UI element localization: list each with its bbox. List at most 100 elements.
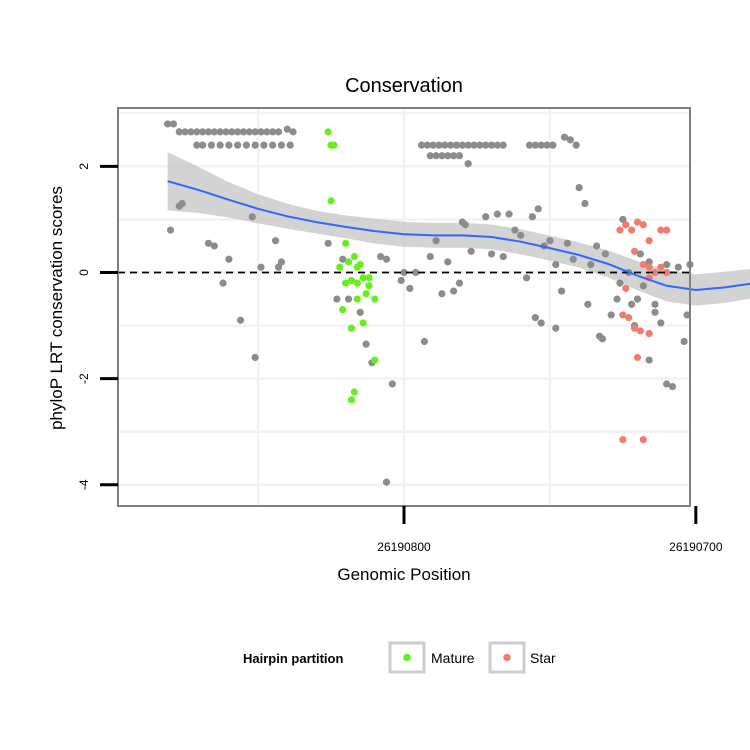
other-data-point [636,250,644,258]
other-data-point [651,300,659,308]
star-data-point [628,226,636,234]
star-data-point [633,353,642,362]
other-data-point [487,250,496,258]
other-data-point [552,324,560,332]
other-data-point [283,125,291,133]
other-data-point [257,263,265,271]
star-data-point [657,226,665,234]
other-data-point [277,141,286,149]
star-data-point [622,284,630,293]
legend: Hairpin partition Mature Star [243,641,556,674]
other-data-point [651,308,659,316]
other-data-point [274,128,283,136]
other-data-point [575,184,583,192]
other-data-point [260,141,268,149]
other-data-point [549,141,557,149]
other-data-point [412,268,420,277]
other-data-point [447,141,455,149]
other-data-point [493,210,501,218]
other-data-point [552,260,560,269]
other-data-point [607,311,615,319]
other-data-point [269,141,277,149]
other-data-point [234,141,242,149]
other-data-point [222,128,230,136]
other-data-point [210,128,218,136]
other-data-point [663,380,671,388]
other-data-point [277,258,286,266]
other-data-point [225,255,233,263]
other-data-point [435,141,443,149]
other-data-point [476,141,484,149]
other-data-point [257,128,265,136]
other-data-point [441,141,449,149]
other-data-point [598,335,607,343]
mature-data-point [350,252,358,261]
mature-data-point [359,319,367,327]
other-data-point [193,141,201,149]
star-data-point [619,436,627,444]
other-data-point [531,141,539,149]
confidence-ribbon [167,152,750,306]
mature-data-point [327,197,335,205]
other-data-point [193,128,201,136]
other-data-point [450,152,458,160]
other-data-point [164,120,172,128]
other-data-point [645,258,653,266]
other-data-point [450,287,458,295]
other-data-point [251,353,259,362]
other-data-point [377,252,385,261]
other-data-point [388,380,396,388]
legend-mature-swatch [403,653,411,662]
other-data-point [628,300,636,308]
other-data-point [438,152,446,160]
other-data-point [511,226,519,234]
other-data-point [225,141,233,149]
other-data-point [543,141,551,149]
other-data-point [499,141,507,149]
other-data-point [587,260,595,269]
star-data-point [619,311,627,319]
other-data-point [406,284,414,293]
other-data-point [432,237,440,245]
other-data-point [499,252,507,261]
other-data-point [645,356,653,364]
y-tick-label: -4 [77,479,91,490]
other-data-point [234,128,242,136]
y-axis: 2 0 -2 -4 [77,163,118,490]
y-tick-label: 2 [77,163,91,170]
mature-data-point [359,274,367,282]
other-data-point [362,340,370,348]
other-data-point [438,290,446,298]
other-data-point [470,141,478,149]
other-data-point [455,152,464,160]
star-data-point [630,324,639,332]
x-tick-label: 26190800 [377,540,431,554]
x-axis-title: Genomic Position [337,565,470,584]
other-data-point [286,141,294,149]
other-data-point [181,128,189,136]
mature-data-point [365,282,373,290]
other-data-point [169,120,178,128]
other-data-point [522,274,531,282]
mature-data-point [342,279,350,287]
star-data-point [663,226,671,234]
other-data-point [236,316,245,324]
star-data-point [636,327,644,335]
legend-star-swatch [503,653,511,662]
star-data-point [633,218,642,226]
other-data-point [455,279,464,287]
other-data-point [467,247,475,255]
other-data-point [639,282,647,290]
other-data-point [546,237,554,245]
other-data-point [482,141,490,149]
other-data-point [663,260,671,269]
other-data-point [204,128,213,136]
other-data-point [420,337,429,346]
other-data-point [429,141,437,149]
mature-data-point [330,141,338,149]
other-data-point [616,279,624,287]
other-data-point [537,141,545,149]
other-data-point [228,128,236,136]
mature-data-point [347,276,356,285]
